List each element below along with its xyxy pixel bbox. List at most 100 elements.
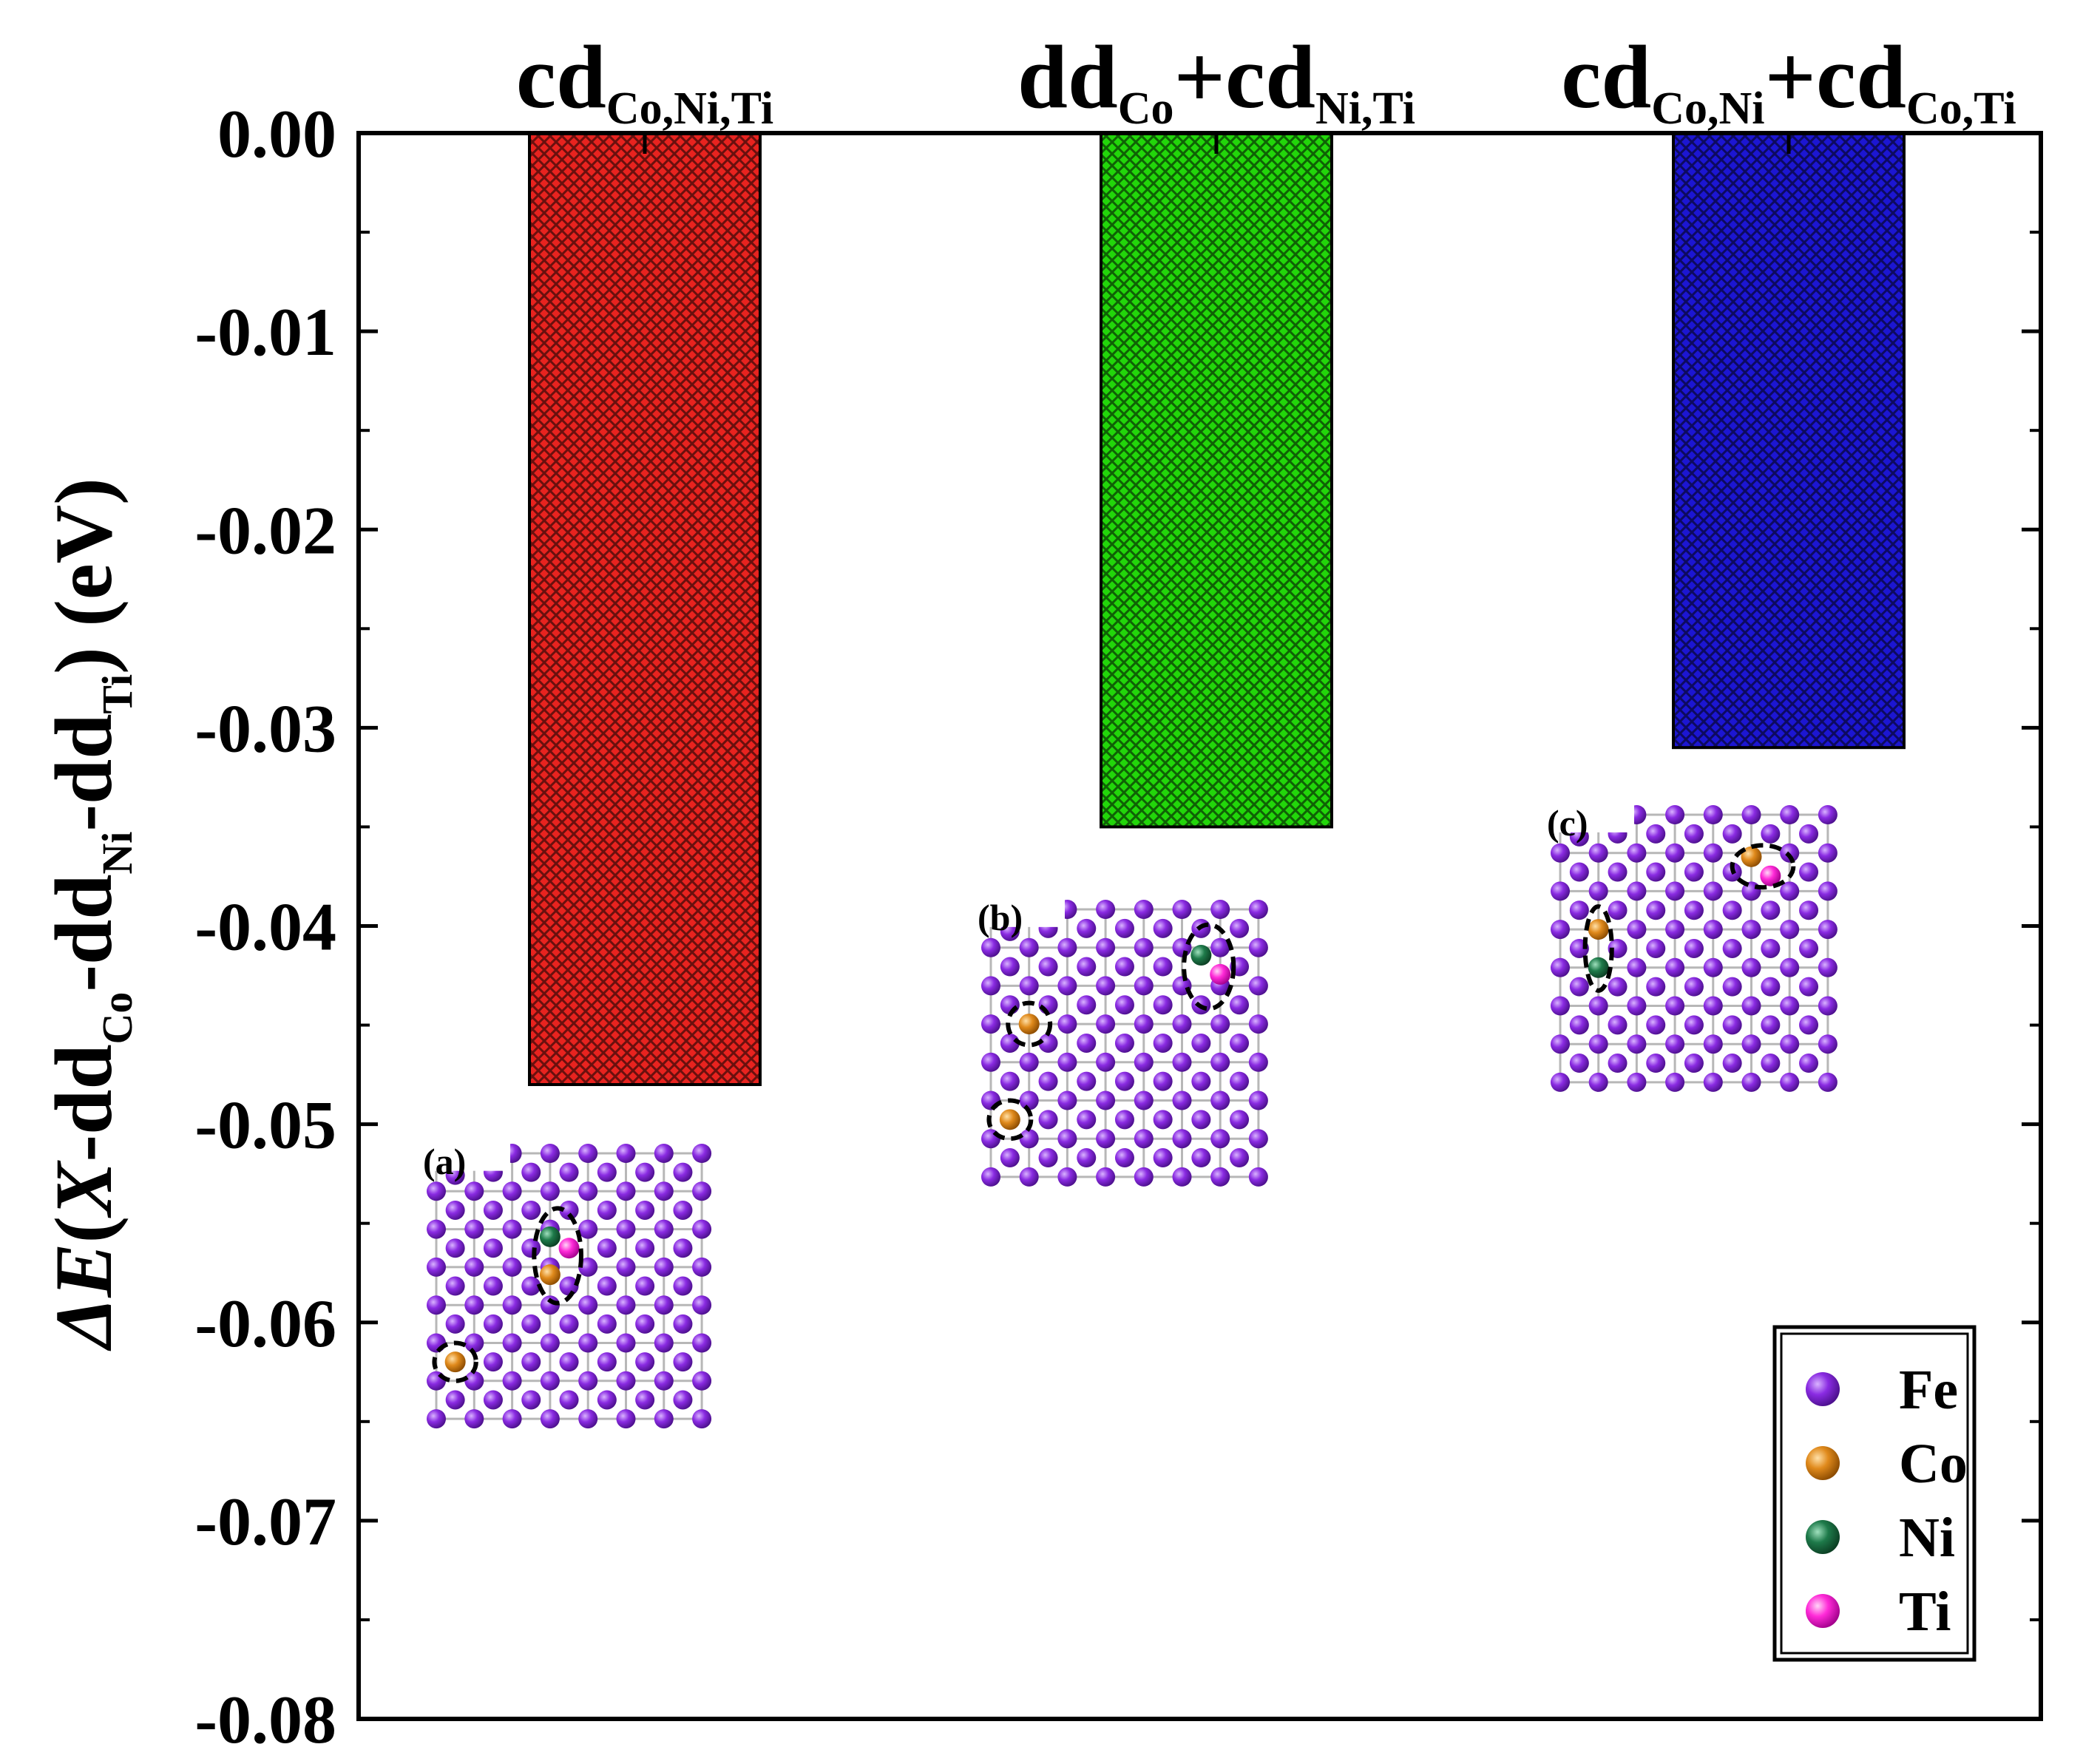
- fe-atom: [1000, 1071, 1020, 1091]
- fe-atom: [1722, 938, 1742, 958]
- fe-atom: [1134, 1052, 1154, 1072]
- legend-marker-ti: [1806, 1594, 1840, 1628]
- category-base: dd: [1017, 27, 1118, 127]
- fe-atom: [1627, 1034, 1647, 1054]
- legend-label-ni: Ni: [1899, 1507, 1955, 1569]
- bars-layer: [528, 132, 1906, 1086]
- fe-atom: [1210, 937, 1230, 957]
- fe-atom: [1627, 957, 1647, 977]
- fe-atom: [464, 1257, 484, 1277]
- fe-atom: [464, 1409, 484, 1429]
- fe-atom: [559, 1200, 579, 1220]
- category-base-2: +cd: [1173, 27, 1315, 127]
- fe-atom: [1191, 1148, 1211, 1168]
- fe-atom: [1210, 1090, 1230, 1110]
- pair-highlight-ring: [986, 1098, 1034, 1141]
- fe-atom: [1741, 805, 1761, 824]
- fe-atom: [1134, 1090, 1154, 1110]
- category-subscript-2: Co,Ti: [1906, 84, 2016, 134]
- fe-atom: [1608, 900, 1628, 920]
- fe-atom: [464, 1219, 484, 1239]
- fe-atom: [981, 1129, 1000, 1149]
- fe-atom: [692, 1409, 712, 1429]
- legend-marker-fe: [1806, 1372, 1840, 1406]
- fe-atom: [1153, 957, 1173, 977]
- fe-atom: [1077, 995, 1097, 1015]
- fe-atom: [540, 1409, 560, 1429]
- fe-atom: [1646, 900, 1666, 920]
- bar-2: [1100, 132, 1333, 829]
- fe-atom: [578, 1181, 598, 1201]
- co-atom: [1018, 1014, 1040, 1035]
- fe-atom: [1646, 862, 1666, 882]
- fe-atom: [1799, 1054, 1819, 1073]
- fe-atom: [1057, 1129, 1077, 1149]
- fe-atom: [502, 1371, 522, 1391]
- fe-atom: [502, 1295, 522, 1315]
- fe-atom: [1019, 1129, 1039, 1149]
- fe-atom: [1172, 1014, 1192, 1034]
- fe-atom: [1799, 977, 1819, 997]
- ti-atom: [1760, 865, 1781, 886]
- fe-atom: [1057, 1090, 1077, 1110]
- fe-atom: [1114, 957, 1134, 977]
- fe-atom: [1210, 900, 1230, 919]
- fe-atom: [1134, 1129, 1154, 1149]
- fe-atom: [673, 1276, 693, 1296]
- fe-atom: [1741, 920, 1761, 940]
- fe-atom: [692, 1333, 712, 1353]
- fe-atom: [654, 1181, 674, 1201]
- fe-atom: [1741, 996, 1761, 1016]
- pair-highlight-ring: [1730, 843, 1796, 890]
- legend-label-ti: Ti: [1899, 1581, 1951, 1643]
- fe-atom: [1172, 900, 1192, 919]
- fe-atom: [1627, 881, 1647, 901]
- fe-atom: [1761, 1054, 1781, 1073]
- legend-marker-co: [1806, 1446, 1840, 1480]
- fe-atom: [427, 1409, 446, 1429]
- pair-highlight-ring: [1182, 922, 1236, 1011]
- category-base-2: +cd: [1765, 27, 1907, 127]
- fe-atom: [1172, 1052, 1192, 1072]
- fe-atom: [1608, 1054, 1628, 1073]
- fe-atom: [635, 1352, 655, 1372]
- fe-atom: [673, 1352, 693, 1372]
- legend-label-fe: Fe: [1899, 1359, 1958, 1421]
- fe-atom: [1134, 976, 1154, 996]
- fe-atom: [692, 1257, 712, 1277]
- fe-atom: [578, 1295, 598, 1315]
- fe-atom: [1551, 920, 1570, 940]
- fe-atom: [1780, 920, 1800, 940]
- fe-atom: [1230, 918, 1250, 938]
- fe-atom: [1153, 1148, 1173, 1168]
- fe-atom: [521, 1200, 541, 1220]
- fe-atom: [1627, 843, 1647, 863]
- y-axis-label-part: ) (eV): [38, 478, 129, 674]
- fe-atom: [578, 1257, 598, 1277]
- fe-atom: [1569, 1054, 1589, 1073]
- fe-atom: [1569, 977, 1589, 997]
- fe-atom: [1077, 1033, 1097, 1053]
- fe-atom: [1057, 937, 1077, 957]
- fe-atom: [1818, 843, 1838, 863]
- fe-atom: [1114, 1110, 1134, 1130]
- inset-label: (b): [978, 897, 1023, 938]
- fe-atom: [1761, 900, 1781, 920]
- fe-atom: [1818, 996, 1838, 1016]
- fe-atom: [616, 1144, 636, 1163]
- fe-atom: [1588, 881, 1608, 901]
- fe-atom: [1038, 1148, 1058, 1168]
- fe-atom: [1703, 1072, 1723, 1092]
- co-atom: [444, 1351, 466, 1373]
- fe-atom: [1665, 843, 1685, 863]
- fe-atom: [1000, 1033, 1020, 1053]
- fe-atom: [1588, 1034, 1608, 1054]
- fe-atom: [540, 1333, 560, 1353]
- fe-atom: [1761, 824, 1781, 844]
- fe-atom: [654, 1144, 674, 1163]
- fe-atom: [559, 1162, 579, 1182]
- fe-atom: [1741, 1034, 1761, 1054]
- fe-atom: [1114, 1071, 1134, 1091]
- fe-atom: [1191, 1110, 1211, 1130]
